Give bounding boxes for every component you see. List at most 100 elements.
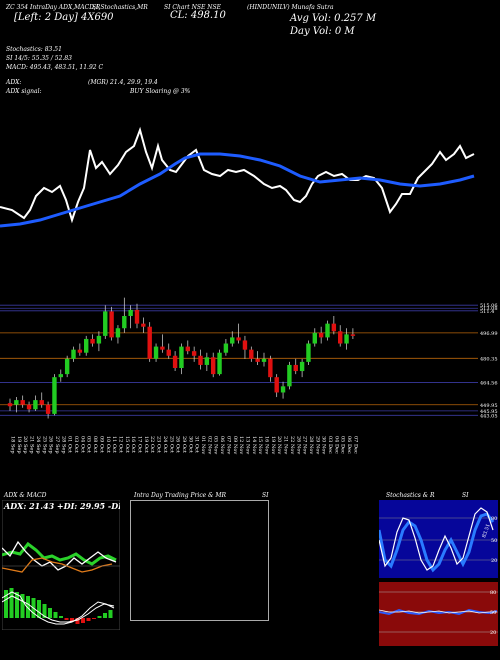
adx-info: ADX: <box>6 79 22 86</box>
candle-body <box>7 403 13 407</box>
candle-body <box>141 323 146 327</box>
macd-histogram-bar <box>15 592 19 618</box>
candle-body <box>293 364 298 372</box>
date-label: 17 Oct <box>137 436 143 453</box>
candle-body <box>39 400 44 405</box>
macd-histogram-bar <box>9 588 14 618</box>
date-label: 21 Sep <box>29 436 35 454</box>
date-label: 26 Nov <box>295 436 301 454</box>
macd-info: MACD: 495.43, 483.51, 11.92 C <box>6 64 104 71</box>
macd-histogram-bar <box>37 600 41 618</box>
macd-histogram-bar <box>97 616 102 618</box>
price-level-label: 513.08 <box>480 306 498 312</box>
candle-body <box>312 332 317 344</box>
candle-body <box>160 346 165 350</box>
moving-average-line <box>0 152 475 228</box>
date-label: 01 Oct <box>67 436 73 453</box>
candle-body <box>318 332 324 338</box>
date-label: 07 Nov <box>225 436 231 454</box>
candle-body <box>96 335 102 344</box>
date-label: 26 Sep <box>48 436 54 454</box>
candle-body <box>191 351 197 356</box>
candle-body <box>306 343 311 362</box>
macd-histogram-bar <box>53 612 58 618</box>
date-label: 27 Nov <box>302 436 308 454</box>
header-text-5: [Left: 2 Day] 4X690 <box>14 12 114 23</box>
date-label: 05 Dec <box>340 436 346 454</box>
header-text-3: SI Chart NSE NSE <box>164 4 221 11</box>
date-label: 08 Oct <box>92 436 98 453</box>
stoch-level-50: 50 <box>491 538 497 544</box>
date-label: 28 Sep <box>60 436 66 454</box>
candle-body <box>33 400 38 410</box>
candle-body <box>242 340 248 350</box>
date-label: 20 Sep <box>22 436 28 454</box>
macd-histogram-bar <box>20 594 25 618</box>
date-label: 22 Nov <box>289 436 295 454</box>
header-line-4: (HINDUNILV) Munafa Sutra <box>247 4 334 11</box>
date-label: 25 Sep <box>41 436 47 454</box>
macd-histogram-bar <box>4 590 8 618</box>
stochastics-value-label: 83.51 <box>481 523 492 539</box>
day-volume-text: Day Vol: 0 M <box>290 26 355 37</box>
price-level-label: 511.4 <box>480 309 494 315</box>
candle-body <box>261 358 267 362</box>
date-label: 16 Nov <box>264 436 270 454</box>
rsi-level-50: 50 <box>490 610 496 616</box>
macd-histogram-bar <box>75 618 80 624</box>
date-label: 03 Oct <box>73 436 79 453</box>
buy-signal-info: BUY Sloaring @ 3% <box>130 88 191 95</box>
date-label: 03 Dec <box>327 436 333 454</box>
date-label: 06 Dec <box>346 436 352 454</box>
candle-body <box>122 316 127 329</box>
date-label: 22 Oct <box>149 436 155 453</box>
candle-body <box>172 355 178 368</box>
candle-body <box>84 338 89 353</box>
candle-body <box>338 331 343 344</box>
stoch-level-80: 80 <box>491 516 497 522</box>
date-label: 12 Oct <box>117 436 123 453</box>
macd-histogram-bar <box>86 618 91 621</box>
candle-body <box>249 349 254 359</box>
candle-body <box>52 377 57 414</box>
date-label: 05 Oct <box>86 436 92 453</box>
candle-body <box>128 309 133 316</box>
candle-body <box>204 357 210 365</box>
close-price-text: CL: 498.10 <box>170 10 226 21</box>
date-label: 19 Sep <box>16 436 22 454</box>
date-label: 12 Nov <box>238 436 244 454</box>
candle-body <box>223 343 229 353</box>
candle-body <box>26 404 32 410</box>
candle-body <box>134 309 140 324</box>
date-label: 21 Nov <box>283 436 289 454</box>
date-label: 11 Oct <box>111 436 117 453</box>
stoch-level-20: 20 <box>491 558 497 564</box>
date-label: 28 Nov <box>308 436 314 454</box>
candle-body <box>350 334 356 336</box>
candle-body <box>280 386 286 393</box>
adx-values-text: ADX: 21.43 +DI: 29.95 -DI: 19.38 <box>3 501 120 511</box>
stochastics-info: Stochastics: 83.51 <box>6 46 62 53</box>
price-level-label: 445.95 <box>480 409 498 415</box>
date-label: 26 Oct <box>175 436 181 453</box>
header-text-2: SI,Stochastics,MR <box>92 4 148 11</box>
candle-body <box>90 338 95 344</box>
date-axis: 18 Sep 19 Sep 20 Sep 21 Sep 24 Sep 25 Sep 26 S… <box>10 436 359 454</box>
date-label: 13 Nov <box>244 436 250 454</box>
date-label: 19 Oct <box>143 436 149 453</box>
macd-histogram-bar <box>92 618 96 619</box>
date-label: 01 Nov <box>200 436 206 454</box>
day-volume: Day Vol: 0 M <box>290 26 355 37</box>
date-label: 23 Oct <box>156 436 162 453</box>
intraday-panel <box>130 500 269 621</box>
date-label: 04 Oct <box>79 436 85 453</box>
date-label: 10 Oct <box>105 436 111 453</box>
date-label: 16 Oct <box>130 436 136 453</box>
candle-body <box>185 346 190 352</box>
close-price: CL: 498.10 <box>170 10 226 21</box>
date-label: 18 Sep <box>10 436 16 454</box>
price-level-label: 449.95 <box>480 403 498 409</box>
candle-body <box>115 328 121 338</box>
candle-body <box>217 352 222 375</box>
